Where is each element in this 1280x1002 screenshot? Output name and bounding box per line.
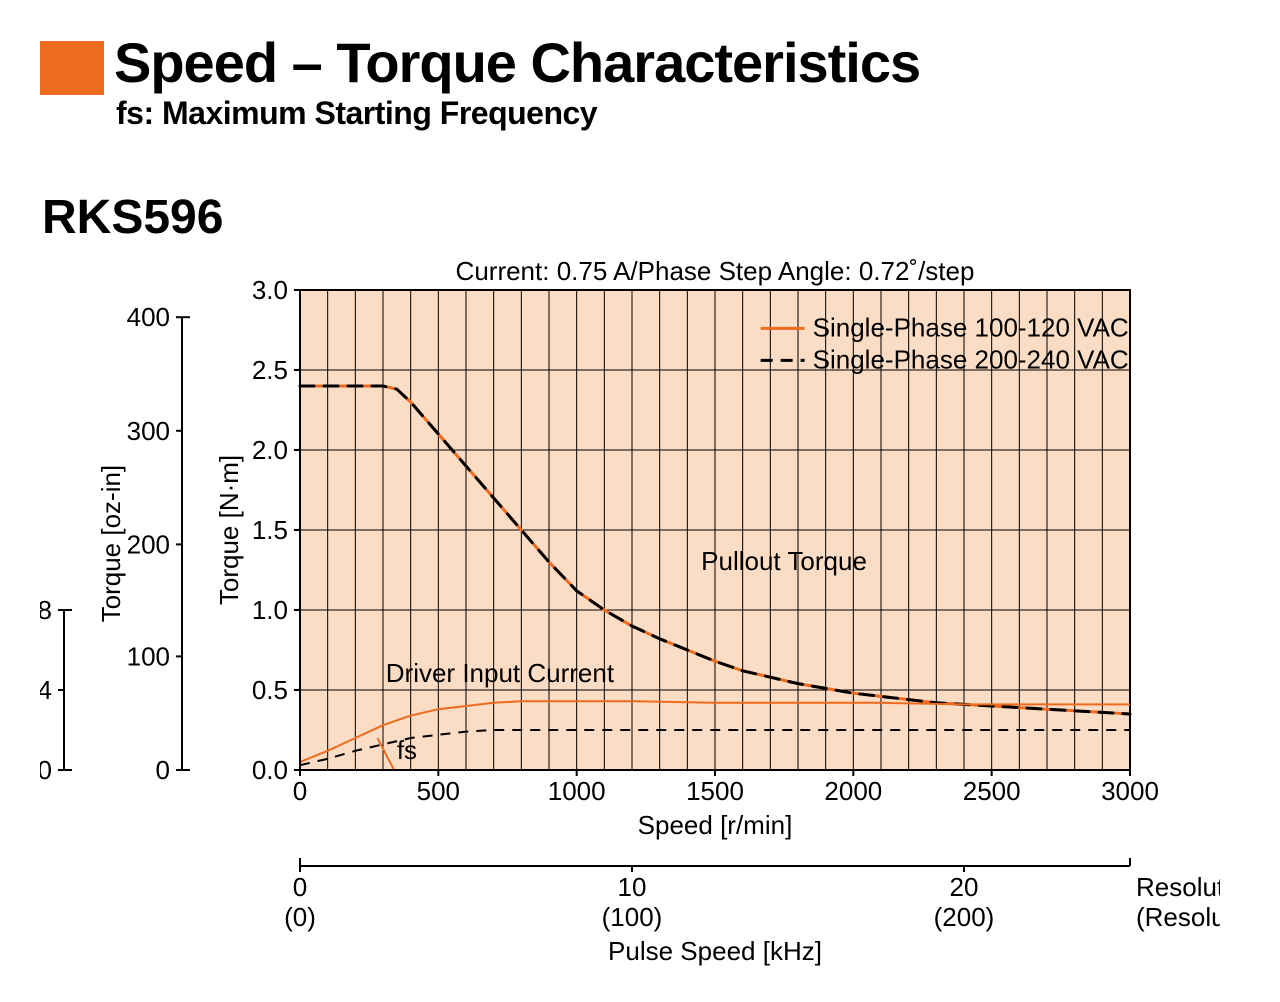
svg-text:3000: 3000 [1101, 776, 1159, 806]
accent-box [40, 41, 104, 95]
svg-text:2.5: 2.5 [252, 355, 288, 385]
svg-text:(100): (100) [602, 902, 663, 932]
svg-text:1500: 1500 [686, 776, 744, 806]
svg-text:0.0: 0.0 [252, 755, 288, 785]
svg-text:100: 100 [127, 641, 170, 671]
svg-text:(0): (0) [284, 902, 316, 932]
svg-text:fs: fs [397, 735, 417, 765]
svg-text:400: 400 [127, 302, 170, 332]
page-title: Speed – Torque Characteristics [114, 35, 920, 91]
svg-text:0: 0 [293, 872, 307, 902]
svg-text:Driver Input Current: Driver Input Current [386, 658, 615, 688]
page-subtitle: fs: Maximum Starting Frequency [116, 95, 920, 132]
svg-text:Torque [oz-in]: Torque [oz-in] [96, 465, 126, 623]
svg-text:4: 4 [40, 675, 52, 705]
svg-text:Pulse Speed [kHz]: Pulse Speed [kHz] [608, 936, 822, 966]
svg-text:300: 300 [127, 416, 170, 446]
speed-torque-chart: 0.00.51.01.52.02.53.0Torque [N·m]0100200… [40, 250, 1220, 970]
svg-text:200: 200 [127, 529, 170, 559]
svg-text:Resolution: 500: Resolution: 500 [1136, 872, 1220, 902]
svg-text:(200): (200) [934, 902, 995, 932]
svg-text:0: 0 [40, 755, 52, 785]
model-number: RKS596 [42, 190, 223, 245]
svg-text:(Resolution: 5000): (Resolution: 5000) [1136, 902, 1220, 932]
svg-text:Current: 0.75 A/Phase Step A: Current: 0.75 A/Phase Step Angle: 0.72˚/… [456, 256, 975, 286]
svg-text:2000: 2000 [824, 776, 882, 806]
svg-text:1000: 1000 [548, 776, 606, 806]
svg-text:0.5: 0.5 [252, 675, 288, 705]
svg-text:2.0: 2.0 [252, 435, 288, 465]
svg-text:8: 8 [40, 595, 52, 625]
svg-text:2500: 2500 [963, 776, 1021, 806]
svg-text:3.0: 3.0 [252, 275, 288, 305]
svg-text:Single-Phase 100-120 VAC: Single-Phase 100-120 VAC [813, 312, 1129, 342]
svg-text:0: 0 [293, 776, 307, 806]
svg-text:Speed [r/min]: Speed [r/min] [638, 810, 793, 840]
svg-text:Pullout Torque: Pullout Torque [701, 546, 867, 576]
svg-text:20: 20 [950, 872, 979, 902]
svg-text:500: 500 [417, 776, 460, 806]
svg-text:Torque [N·m]: Torque [N·m] [214, 455, 244, 605]
header: Speed – Torque Characteristics fs: Maxim… [40, 35, 920, 132]
svg-text:1.0: 1.0 [252, 595, 288, 625]
svg-text:10: 10 [618, 872, 647, 902]
svg-text:1.5: 1.5 [252, 515, 288, 545]
svg-text:0: 0 [156, 755, 170, 785]
svg-text:Single-Phase 200-240 VAC: Single-Phase 200-240 VAC [813, 344, 1129, 374]
